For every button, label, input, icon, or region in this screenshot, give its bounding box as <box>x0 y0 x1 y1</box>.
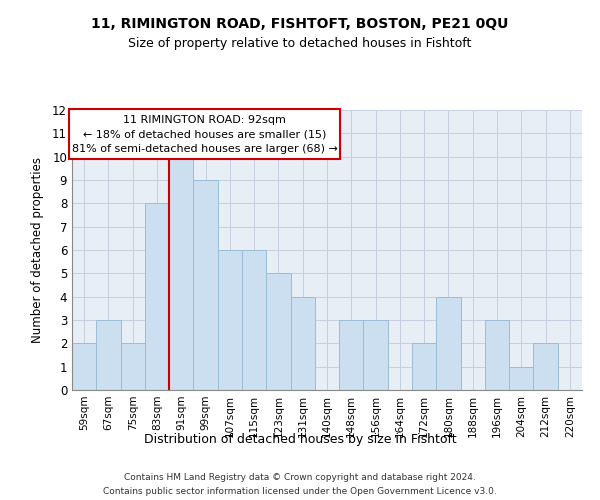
Text: 11, RIMINGTON ROAD, FISHTOFT, BOSTON, PE21 0QU: 11, RIMINGTON ROAD, FISHTOFT, BOSTON, PE… <box>91 18 509 32</box>
Bar <box>121 344 145 390</box>
Bar <box>169 156 193 390</box>
Text: Contains HM Land Registry data © Crown copyright and database right 2024.: Contains HM Land Registry data © Crown c… <box>124 472 476 482</box>
Bar <box>242 250 266 390</box>
Bar <box>509 366 533 390</box>
Bar <box>339 320 364 390</box>
Text: Distribution of detached houses by size in Fishtoft: Distribution of detached houses by size … <box>143 432 457 446</box>
Bar <box>364 320 388 390</box>
Bar <box>96 320 121 390</box>
Bar <box>436 296 461 390</box>
Y-axis label: Number of detached properties: Number of detached properties <box>31 157 44 343</box>
Text: Size of property relative to detached houses in Fishtoft: Size of property relative to detached ho… <box>128 38 472 51</box>
Text: ← 18% of detached houses are smaller (15): ← 18% of detached houses are smaller (15… <box>83 130 326 140</box>
FancyBboxPatch shape <box>70 108 340 159</box>
Bar <box>145 204 169 390</box>
Bar <box>485 320 509 390</box>
Bar <box>266 274 290 390</box>
Bar <box>193 180 218 390</box>
Text: Contains public sector information licensed under the Open Government Licence v3: Contains public sector information licen… <box>103 488 497 496</box>
Bar <box>412 344 436 390</box>
Text: 11 RIMINGTON ROAD: 92sqm: 11 RIMINGTON ROAD: 92sqm <box>123 116 286 126</box>
Bar <box>533 344 558 390</box>
Text: 81% of semi-detached houses are larger (68) →: 81% of semi-detached houses are larger (… <box>71 144 338 154</box>
Bar <box>72 344 96 390</box>
Bar <box>218 250 242 390</box>
Bar <box>290 296 315 390</box>
